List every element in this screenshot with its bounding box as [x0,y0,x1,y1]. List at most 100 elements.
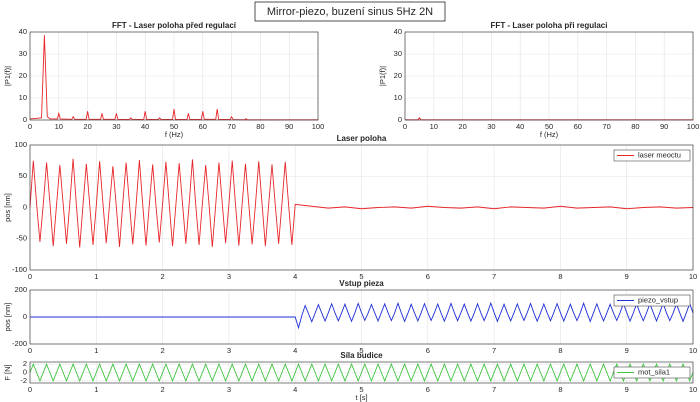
x-tick-label: 2 [161,346,165,355]
x-tick-label: 2 [161,385,165,394]
legend-box [613,149,691,162]
x-tick-label: 7 [492,385,496,394]
x-tick-label: 1 [94,346,98,355]
y-axis-label: F [N] [3,364,12,380]
x-tick-label: 6 [426,385,430,394]
x-tick-label: 5 [359,272,363,281]
y-axis-label: pos [nm] [3,303,12,332]
x-axis-label: t [s] [355,393,367,402]
y-tick-label: 40 [394,27,402,36]
y-tick-label: 0 [398,115,402,124]
y-tick-label: 0 [23,367,27,376]
x-tick-label: 9 [625,346,629,355]
x-tick-label: 20 [458,122,466,131]
y-tick-label: 50 [19,171,27,180]
x-tick-label: 90 [660,122,668,131]
title-box [254,1,446,22]
y-tick-label: 40 [19,27,27,36]
axes-box [29,31,319,121]
x-tick-label: 30 [112,122,120,131]
legend-box [613,366,691,379]
x-tick-label: 100 [312,122,325,131]
y-tick-label: 20 [394,71,402,80]
y-axis-label: |P1(f)| [3,66,12,86]
legend-label: piezo_vstup [638,295,678,304]
x-tick-label: 7 [492,272,496,281]
axes-box [29,289,694,345]
x-tick-label: 3 [227,346,231,355]
x-tick-label: 70 [227,122,235,131]
legend-label: laser meoctu [638,150,681,159]
x-tick-label: 10 [689,346,697,355]
y-tick-label: -100 [12,265,27,274]
y-axis-label: |P1(f)| [378,66,387,86]
x-tick-label: 9 [625,385,629,394]
y-tick-label: 30 [394,49,402,58]
x-tick-label: 100 [687,122,700,131]
figure-title: Mirror-piezo, buzení sinus 5Hz 2N [267,6,433,18]
x-tick-label: 3 [227,272,231,281]
x-tick-label: 30 [487,122,495,131]
axes-box [404,31,694,121]
x-tick-label: 50 [545,122,553,131]
x-tick-label: 60 [199,122,207,131]
y-axis-label: pos [nm] [3,193,12,222]
x-tick-label: 2 [161,272,165,281]
data-line [29,35,318,121]
x-tick-label: 90 [285,122,293,131]
x-tick-label: 80 [256,122,264,131]
x-tick-label: 8 [558,385,562,394]
y-tick-label: 30 [19,49,27,58]
x-tick-label: 10 [689,385,697,394]
x-tick-label: 10 [689,272,697,281]
x-tick-label: 4 [293,346,297,355]
x-tick-label: 4 [293,272,297,281]
y-tick-label: 0 [23,115,27,124]
x-tick-label: 0 [403,122,407,131]
x-tick-label: 60 [574,122,582,131]
x-tick-label: 50 [170,122,178,131]
x-tick-label: 6 [426,272,430,281]
x-tick-label: 3 [227,385,231,394]
x-tick-label: 0 [28,346,32,355]
data-line [29,362,694,383]
x-tick-label: 80 [631,122,639,131]
x-tick-label: 6 [426,346,430,355]
legend-box [613,294,691,307]
x-tick-label: 40 [516,122,524,131]
y-tick-label: 20 [19,71,27,80]
data-line [30,301,694,330]
y-tick-label: 2 [23,359,27,368]
y-tick-label: 0 [23,312,27,321]
y-tick-label: -50 [16,234,27,243]
x-tick-label: 1 [94,385,98,394]
x-tick-label: 8 [558,272,562,281]
x-tick-label: 20 [83,122,91,131]
x-tick-label: 4 [293,385,297,394]
y-tick-label: -200 [12,339,27,348]
x-tick-label: 10 [430,122,438,131]
legend-label: mot_sila1 [638,367,670,376]
chart-title: FFT - Laser poloha při regulaci [491,21,608,30]
y-tick-label: 10 [19,93,27,102]
x-tick-label: 70 [602,122,610,131]
x-axis-label: f (Hz) [165,130,184,139]
x-tick-label: 0 [28,385,32,394]
x-tick-label: 0 [28,272,32,281]
chart-title: Laser poloha [337,134,387,143]
x-axis-label: f (Hz) [540,130,559,139]
x-tick-label: 5 [359,346,363,355]
x-tick-label: 1 [94,272,98,281]
y-tick-label: 200 [14,285,27,294]
y-tick-label: -2 [20,376,27,385]
x-tick-label: 10 [55,122,63,131]
x-tick-label: 8 [558,346,562,355]
y-tick-label: 0 [23,202,27,211]
x-tick-label: 5 [359,385,363,394]
x-tick-label: 9 [625,272,629,281]
axes-box [29,144,694,271]
axes-box [29,361,694,384]
y-tick-label: 10 [394,93,402,102]
data-line [29,158,694,248]
